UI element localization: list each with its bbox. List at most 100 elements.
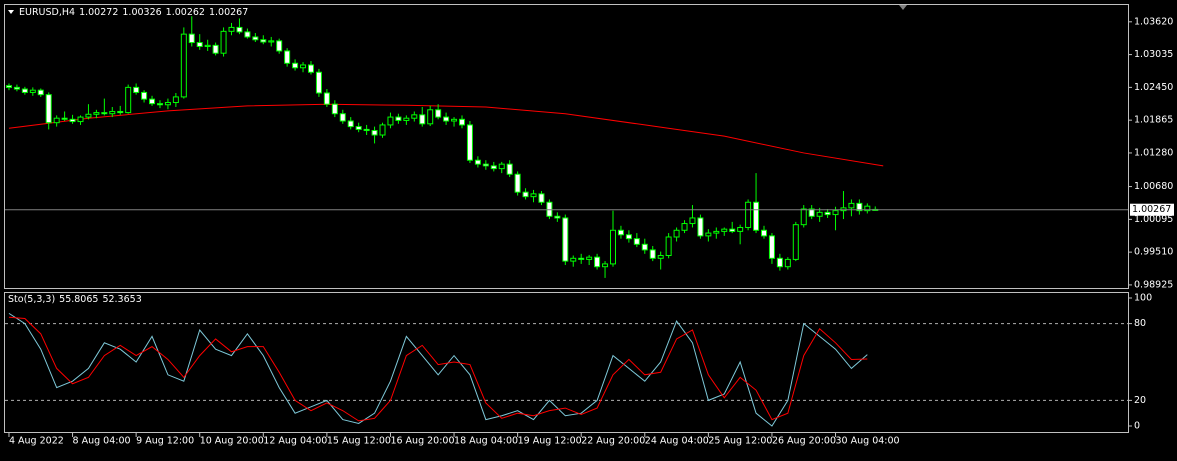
y-tick-label: 1.01865 [1134, 115, 1173, 126]
y-tick-label: 1.02450 [1134, 82, 1173, 93]
candle-body [474, 159, 481, 165]
indicator-name: Sto(5,3,3) [8, 294, 55, 305]
candle-body [490, 165, 497, 170]
price-label-box [1130, 203, 1174, 216]
shift-marker[interactable] [899, 5, 907, 10]
candle-body [315, 71, 322, 94]
x-tick-label: 9 Aug 12:00 [136, 436, 194, 447]
candle-body [721, 228, 728, 232]
candle-body [284, 50, 291, 64]
candle-body [435, 109, 442, 118]
candle-body [729, 228, 736, 232]
candle-body [236, 26, 243, 33]
candle-body [498, 163, 505, 170]
x-tick-label: 12 Aug 04:00 [263, 436, 327, 447]
candle-body [172, 96, 179, 104]
candle-body [705, 232, 712, 237]
candle-body [522, 191, 529, 198]
candle-body [864, 205, 871, 212]
candle-body [260, 39, 267, 43]
x-tick-label: 19 Aug 12:00 [518, 436, 582, 447]
candle-body [220, 30, 227, 54]
candle-body [776, 257, 783, 268]
candle-body [196, 42, 203, 47]
candle-body [5, 85, 12, 88]
price-label: 1.00267 [1132, 204, 1171, 215]
indicator-header: Sto(5,3,3) 55.8065 52.3653 [8, 294, 142, 305]
candle-body [387, 116, 394, 126]
x-tick-label: 16 Aug 20:00 [390, 436, 454, 447]
candle-body [657, 254, 664, 259]
stoch-panel [4, 292, 1129, 433]
candle-body [53, 117, 60, 124]
x-tick-label: 18 Aug 04:00 [454, 436, 518, 447]
candle-body [355, 126, 362, 130]
candle-body [141, 91, 148, 100]
candle-body [300, 64, 307, 69]
x-tick-label: 25 Aug 12:00 [708, 436, 772, 447]
candle-body [204, 44, 211, 47]
symbol: EURUSD,H4 [19, 7, 75, 18]
candle-body [737, 226, 744, 232]
header-price: 1.00272 [79, 7, 118, 18]
candle-body [633, 238, 640, 245]
candle-body [617, 229, 624, 236]
candle-body [808, 208, 815, 217]
candle-body [760, 229, 767, 237]
candle-body [745, 201, 752, 228]
candle-body [363, 128, 370, 132]
candle-body [403, 117, 410, 121]
candle-body [156, 103, 163, 106]
candle-body [37, 89, 44, 96]
candle-body [307, 64, 314, 73]
x-tick-label: 15 Aug 12:00 [327, 436, 391, 447]
symbol-header: EURUSD,H4 1.00272 1.00326 1.00262 1.00267 [19, 7, 248, 18]
x-tick-label: 8 Aug 04:00 [73, 436, 131, 447]
candle-body [244, 31, 251, 38]
x-tick-label: 24 Aug 04:00 [645, 436, 709, 447]
candle-body [681, 223, 688, 231]
x-tick-label: 30 Aug 04:00 [836, 436, 900, 447]
price-panel [4, 4, 1129, 289]
candle-body [85, 113, 92, 118]
candle-body [649, 249, 656, 259]
candle-body [848, 202, 855, 209]
candle-body [458, 118, 465, 126]
candle-body [77, 116, 84, 123]
candle-body [228, 26, 235, 32]
candle-body [29, 89, 36, 93]
candle-body [554, 215, 561, 219]
indicator-value: 52.3653 [102, 294, 141, 305]
candle-body [792, 224, 799, 260]
candle-body [180, 33, 187, 98]
candle-body [570, 257, 577, 262]
candle-body [697, 217, 704, 237]
candle-body [800, 208, 807, 226]
x-tick-label: 4 Aug 2022 [9, 436, 64, 447]
candle-body [856, 202, 863, 212]
candle-body [530, 193, 537, 198]
stoch-line [8, 312, 868, 427]
candle-body [21, 88, 28, 93]
menu-triangle[interactable] [8, 10, 14, 14]
candle-body [594, 256, 601, 268]
candle-body [562, 217, 569, 262]
y-tick-label: 0.98925 [1134, 279, 1173, 290]
candle-body [411, 114, 418, 119]
candle-body [347, 120, 354, 128]
y-tick-label: 20 [1134, 395, 1146, 406]
candle-body [331, 103, 338, 115]
candle-body [323, 92, 330, 105]
moving-average [8, 103, 884, 167]
candle-body [339, 113, 346, 122]
candle-body [109, 110, 116, 115]
candle-body [586, 256, 593, 260]
y-tick-label: 1.03035 [1134, 49, 1173, 60]
y-tick-label: 1.00095 [1134, 214, 1173, 225]
header-price: 1.00262 [166, 7, 205, 18]
candle-body [673, 229, 680, 238]
x-tick-label: 26 Aug 20:00 [772, 436, 836, 447]
